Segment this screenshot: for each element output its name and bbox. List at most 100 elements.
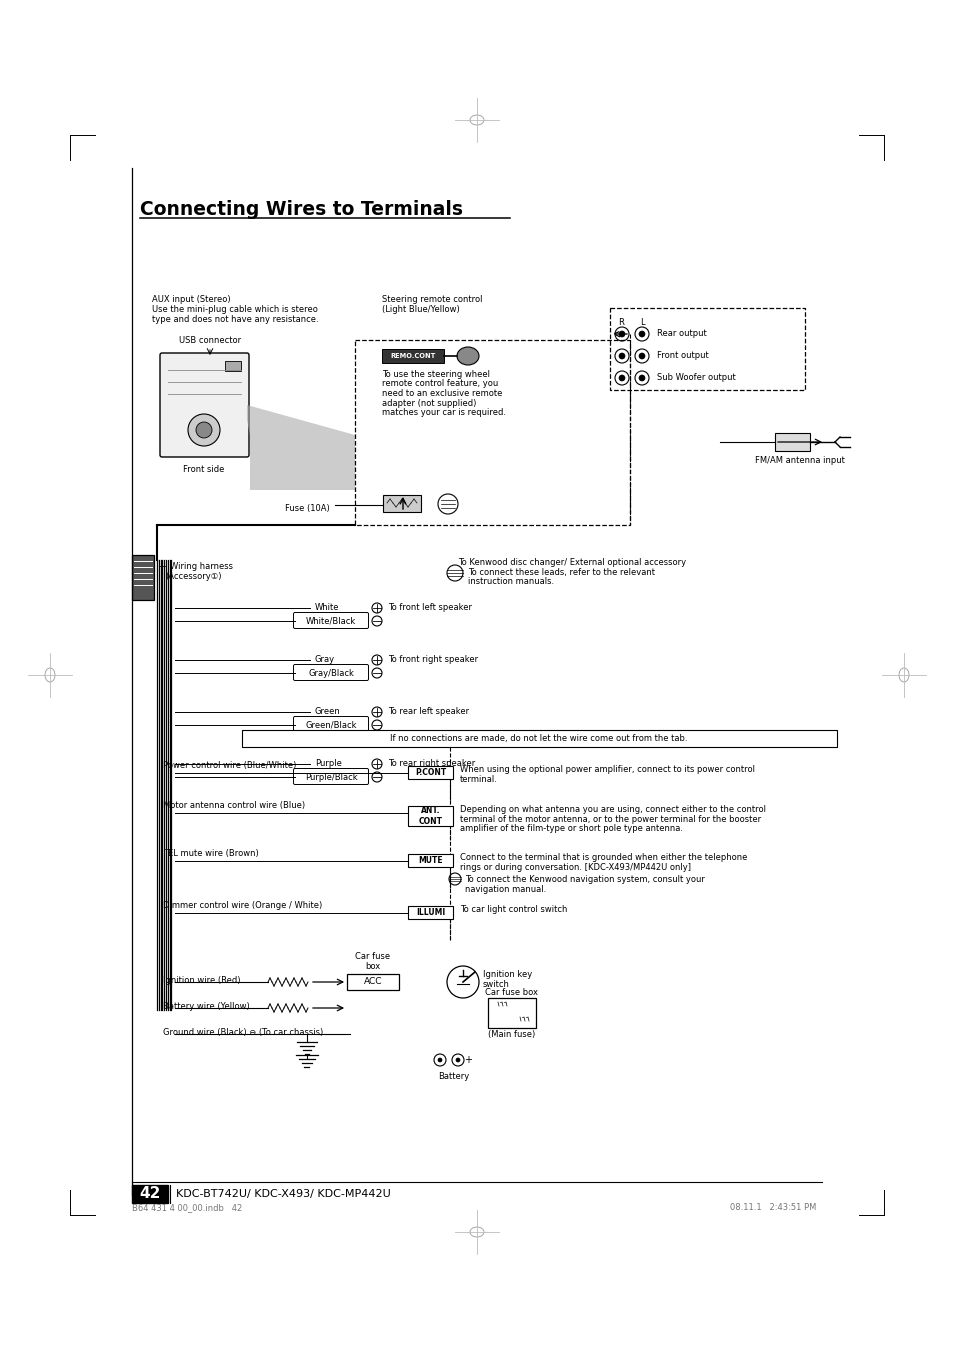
FancyBboxPatch shape: [160, 352, 249, 458]
Text: To connect the Kenwood navigation system, consult your: To connect the Kenwood navigation system…: [464, 875, 704, 884]
Text: To Kenwood disc changer/ External optional accessory: To Kenwood disc changer/ External option…: [457, 558, 685, 567]
Circle shape: [618, 352, 624, 359]
Circle shape: [618, 331, 624, 338]
Text: Purple/Black: Purple/Black: [304, 772, 357, 782]
Text: Battery wire (Yellow): Battery wire (Yellow): [163, 1002, 250, 1011]
Text: switch: switch: [482, 980, 509, 990]
Text: Ignition key: Ignition key: [482, 971, 532, 979]
Text: +: +: [463, 1054, 472, 1065]
Circle shape: [639, 352, 644, 359]
Text: Green/Black: Green/Black: [305, 721, 356, 729]
Text: P.CONT: P.CONT: [415, 768, 446, 778]
Bar: [408, 855, 453, 867]
Text: Connecting Wires to Terminals: Connecting Wires to Terminals: [140, 200, 462, 219]
Bar: [774, 433, 809, 451]
Text: amplifier of the film-type or short pole type antenna.: amplifier of the film-type or short pole…: [459, 824, 682, 833]
Circle shape: [639, 375, 644, 381]
Text: Fuse (10A): Fuse (10A): [285, 504, 330, 513]
Text: L: L: [639, 319, 644, 327]
Bar: [381, 350, 443, 363]
Text: box: box: [365, 963, 380, 971]
Text: — Wiring harness: — Wiring harness: [159, 562, 233, 571]
Text: 08.11.1   2:43:51 PM: 08.11.1 2:43:51 PM: [729, 1203, 816, 1212]
Circle shape: [437, 1058, 441, 1062]
Text: Power control wire (Blue/White): Power control wire (Blue/White): [163, 761, 296, 770]
Bar: [408, 806, 453, 826]
Text: If no connections are made, do not let the wire come out from the tab.: If no connections are made, do not let t…: [390, 734, 687, 743]
Text: type and does not have any resistance.: type and does not have any resistance.: [152, 315, 318, 324]
Text: FM/AM antenna input: FM/AM antenna input: [754, 456, 844, 464]
Bar: [355, 340, 629, 525]
Bar: [488, 998, 536, 1027]
Text: Rear output: Rear output: [657, 329, 706, 339]
Text: To front left speaker: To front left speaker: [388, 603, 472, 613]
Bar: [132, 555, 153, 599]
Text: Steering remote control: Steering remote control: [381, 296, 482, 304]
Text: ILLUMI: ILLUMI: [416, 909, 445, 917]
Text: Purple: Purple: [314, 760, 341, 768]
Text: REMO.CONT: REMO.CONT: [390, 352, 436, 359]
Text: remote control feature, you: remote control feature, you: [381, 379, 497, 389]
Bar: [408, 765, 453, 779]
Text: Front side: Front side: [183, 464, 225, 474]
Circle shape: [188, 414, 220, 446]
Text: B64 431 4 00_00.indb   42: B64 431 4 00_00.indb 42: [132, 1203, 242, 1212]
Text: White: White: [314, 603, 339, 613]
Text: To car light control switch: To car light control switch: [459, 904, 567, 914]
Text: AUX input (Stereo): AUX input (Stereo): [152, 296, 231, 304]
Text: White/Black: White/Black: [306, 617, 355, 625]
Text: matches your car is required.: matches your car is required.: [381, 408, 505, 417]
Ellipse shape: [456, 347, 478, 364]
Text: R: R: [618, 319, 623, 327]
Text: Use the mini-plug cable which is stereo: Use the mini-plug cable which is stereo: [152, 305, 317, 315]
Bar: [132, 1185, 168, 1203]
Text: When using the optional power amplifier, connect to its power control: When using the optional power amplifier,…: [459, 765, 754, 774]
Bar: [609, 308, 804, 390]
Text: To rear left speaker: To rear left speaker: [388, 707, 469, 717]
Text: rings or during conversation. [KDC-X493/MP442U only]: rings or during conversation. [KDC-X493/…: [459, 863, 690, 872]
Circle shape: [456, 1058, 459, 1062]
Bar: [347, 973, 398, 990]
Text: Green: Green: [314, 707, 340, 717]
Text: instruction manuals.: instruction manuals.: [468, 578, 554, 586]
Text: MUTE: MUTE: [417, 856, 442, 865]
Text: (Light Blue/Yellow): (Light Blue/Yellow): [381, 305, 459, 315]
Text: Depending on what antenna you are using, connect either to the control: Depending on what antenna you are using,…: [459, 805, 765, 814]
Bar: [382, 495, 420, 512]
Text: To use the steering wheel: To use the steering wheel: [381, 370, 490, 379]
Text: terminal of the motor antenna, or to the power terminal for the booster: terminal of the motor antenna, or to the…: [459, 814, 760, 824]
Circle shape: [618, 375, 624, 381]
Text: To connect these leads, refer to the relevant: To connect these leads, refer to the rel…: [468, 568, 655, 578]
Text: Connect to the terminal that is grounded when either the telephone: Connect to the terminal that is grounded…: [459, 853, 746, 863]
Text: Sub Woofer output: Sub Woofer output: [657, 374, 735, 382]
Text: To front right speaker: To front right speaker: [388, 656, 477, 664]
Text: Car fuse box: Car fuse box: [485, 988, 537, 998]
Text: ANT.
CONT: ANT. CONT: [418, 806, 442, 826]
Circle shape: [639, 331, 644, 338]
Text: Gray/Black: Gray/Black: [308, 668, 354, 678]
FancyBboxPatch shape: [294, 717, 368, 733]
Text: Front output: Front output: [657, 351, 708, 360]
Text: (Accessory①): (Accessory①): [165, 572, 221, 580]
Text: USB connector: USB connector: [179, 336, 241, 346]
Circle shape: [195, 423, 212, 437]
Bar: [408, 906, 453, 919]
Text: Gray: Gray: [314, 656, 335, 664]
Text: Motor antenna control wire (Blue): Motor antenna control wire (Blue): [163, 801, 305, 810]
Text: terminal.: terminal.: [459, 775, 497, 783]
Polygon shape: [247, 405, 355, 490]
Text: 42: 42: [139, 1187, 160, 1202]
Text: Car fuse: Car fuse: [355, 952, 390, 961]
FancyBboxPatch shape: [294, 768, 368, 784]
Text: navigation manual.: navigation manual.: [464, 884, 546, 894]
Bar: [242, 730, 836, 747]
Text: Battery: Battery: [438, 1072, 469, 1081]
Text: (Main fuse): (Main fuse): [488, 1030, 535, 1040]
Text: TEL mute wire (Brown): TEL mute wire (Brown): [163, 849, 258, 859]
Bar: [225, 360, 241, 371]
Text: adapter (not supplied): adapter (not supplied): [381, 398, 476, 408]
Text: To rear right speaker: To rear right speaker: [388, 760, 475, 768]
Text: Ignition wire (Red): Ignition wire (Red): [163, 976, 240, 986]
Text: ACC: ACC: [363, 977, 382, 987]
Text: Dimmer control wire (Orange / White): Dimmer control wire (Orange / White): [163, 900, 322, 910]
